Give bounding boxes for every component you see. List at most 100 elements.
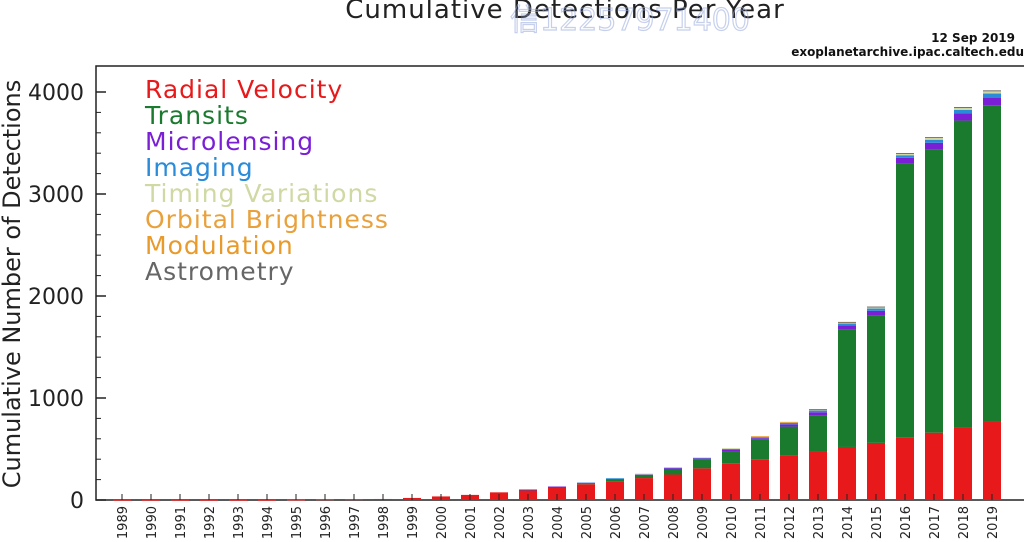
x-tick-label: 1998 [377,506,392,539]
legend-entry: Modulation [145,231,294,260]
bar-segment [548,487,566,500]
x-tick-label: 2012 [783,506,798,539]
bar-segment [780,422,798,425]
x-tick-label: 2014 [841,506,856,539]
bar-segment [693,457,711,459]
bar-segment [635,475,653,479]
x-tick-label: 2008 [667,506,682,539]
bar-segment [200,499,218,501]
legend-entry: Timing Variations [144,179,378,208]
legend-entry: Microlensing [145,127,314,156]
bar-segment [896,155,914,158]
bar-segment [635,473,653,475]
bar-segment [896,163,914,438]
bar-segment [606,479,624,482]
bar-segment [838,329,856,447]
bar-segment [954,120,972,428]
y-axis: 0 1000 2000 3000 4000 [28,81,106,514]
x-tick-label: 2011 [754,506,769,539]
bar-segment [983,93,1001,98]
bar-segment [809,409,827,411]
bar-segment [751,439,769,460]
bar-segment [780,421,798,423]
x-tick-label: 2018 [957,506,972,539]
bar-segment [809,415,827,452]
x-axis: 1989 1990 1991 1992 1993 1994 1995 1996 1997 1998… [116,494,1001,539]
y-tick-label: 3000 [28,183,84,208]
bar-segment [983,91,1001,94]
bar-segment [809,409,827,411]
bar-segment [983,97,1001,106]
x-tick-label: 1994 [261,506,276,539]
bar-segment [229,499,247,501]
x-tick-label: 2001 [464,506,479,539]
legend-entry: Orbital Brightness [145,205,389,234]
bar-segment [722,449,740,452]
bar-segment [925,138,943,140]
bar-segment [751,436,769,439]
bar-segment [258,499,276,501]
x-tick-label: 2004 [551,506,566,539]
x-tick-label: 1990 [145,506,160,539]
chart-title: Cumulative Detections Per Year [345,0,785,25]
x-tick-label: 1995 [290,506,305,539]
bar-segment [838,446,856,500]
x-tick-label: 1999 [406,506,421,539]
chart-source: exoplanetarchive.ipac.caltech.edu [791,45,1024,59]
x-tick-label: 2002 [493,506,508,539]
legend-entry: Transits [144,101,249,130]
x-tick-label: 2000 [435,506,450,539]
y-tick-label: 2000 [28,285,84,310]
bar-segment [809,451,827,500]
bar-segment [925,432,943,500]
x-tick-label: 2003 [522,506,537,539]
x-tick-label: 1992 [203,506,218,539]
bar-segment [780,426,798,456]
bar-segment [954,109,972,114]
x-tick-label: 2006 [609,506,624,539]
x-tick-label: 2005 [580,506,595,539]
bar-segment [867,307,885,309]
x-tick-label: 2007 [638,506,653,539]
bar-segment [925,139,943,143]
bar-segment [983,90,1001,92]
bar-segment [142,499,160,501]
bar-segment [896,153,914,156]
legend-entry: Imaging [145,153,254,182]
bar-segment [925,149,943,433]
bars-group [113,90,1001,501]
bar-segment [635,478,653,500]
bar-segment [838,325,856,330]
bar-segment [722,448,740,450]
bar-segment [722,448,740,449]
bar-segment [751,436,769,438]
bar-segment [954,108,972,110]
chart-date: 12 Sep 2019 [931,31,1015,45]
bar-segment [548,486,566,488]
legend-entry: Astrometry [145,257,295,286]
y-tick-label: 0 [70,489,84,514]
x-tick-label: 1991 [174,506,189,539]
bar-segment [925,137,943,138]
bar-segment [664,468,682,475]
bar-segment [664,467,682,469]
bar-segment [809,410,827,413]
x-tick-label: 2009 [696,506,711,539]
bar-segment [983,105,1001,422]
bar-segment [867,306,885,308]
bar-segment [722,451,740,464]
bar-segment [519,489,537,491]
bar-segment [809,412,827,416]
bar-segment [693,459,711,469]
bar-segment [751,438,769,440]
bar-segment [780,455,798,500]
x-tick-label: 2019 [986,506,1001,539]
bar-segment [896,152,914,154]
bar-segment [867,315,885,443]
x-tick-label: 1996 [319,506,334,539]
x-tick-label: 2016 [899,506,914,539]
x-tick-label: 1993 [232,506,247,539]
bar-segment [664,467,682,468]
stamp-watermark: 信12257971400 [510,3,750,38]
y-tick-label: 4000 [28,81,84,106]
